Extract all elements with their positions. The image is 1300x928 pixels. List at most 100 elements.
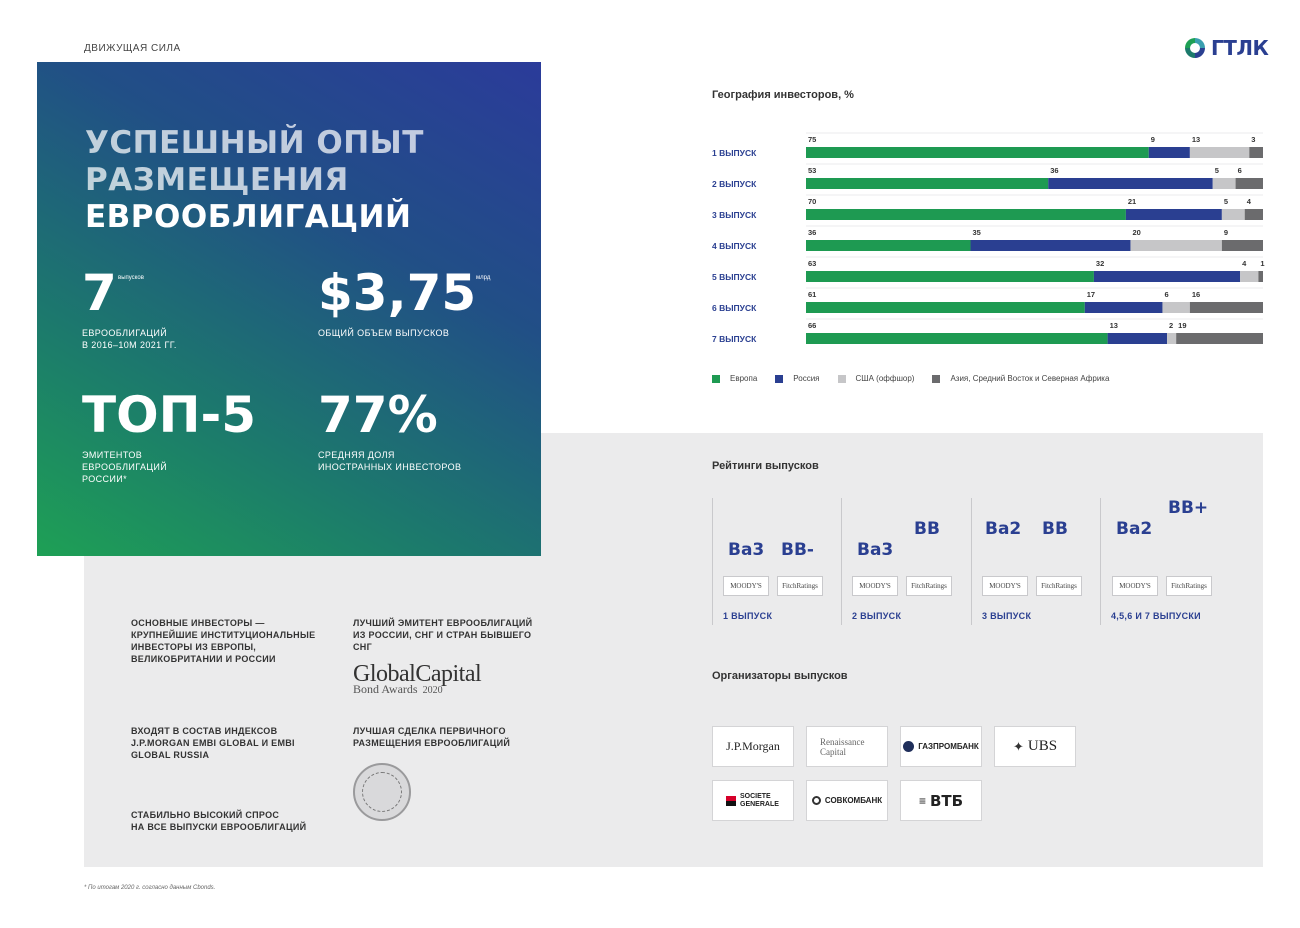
stat-desc-line: СРЕДНЯЯ ДОЛЯ: [318, 450, 395, 460]
hero-title-line2: РАЗМЕЩЕНИЯ: [85, 162, 349, 198]
stat-desc: ЕВРООБЛИГАЦИЙ В 2016–10М 2021 ГГ.: [82, 327, 177, 351]
organizer-name: SOCIETE GENERALE: [740, 792, 779, 808]
moodys-logo: MOODY'S: [852, 576, 898, 596]
award-sub: Bond Awards 2020: [353, 683, 481, 697]
bullet-line: ЛУЧШАЯ СДЕЛКА ПЕРВИЧНОГО: [353, 726, 506, 736]
company-logo[interactable]: ГТЛК: [1183, 36, 1269, 60]
stat-desc-line: В 2016–10М 2021 ГГ.: [82, 340, 177, 350]
bar-segment: [806, 178, 1049, 189]
legend-item: Европа: [712, 374, 757, 383]
data-label: 63: [808, 259, 816, 268]
bullet-line: ИНВЕСТОРЫ ИЗ ЕВРОПЫ,: [131, 642, 257, 652]
fitch-logo: FitchRatings: [1036, 576, 1082, 596]
bar-segment: [1167, 333, 1177, 344]
organizer-name: UBS: [1027, 738, 1058, 754]
organizer-name: J.P.Morgan: [726, 739, 780, 753]
organizer-name: ВТБ: [929, 791, 964, 810]
data-label: 21: [1128, 197, 1136, 206]
organizer-name: ГАЗПРОМБАНК: [918, 742, 979, 751]
bar-segment: [1176, 333, 1263, 344]
fitch-rating: BB: [914, 519, 940, 539]
organizer-ubs[interactable]: ✦ UBS: [994, 726, 1076, 767]
legend-swatch: [712, 374, 720, 383]
rating-label: 1 ВЫПУСК: [723, 611, 773, 621]
bullet-line: КРУПНЕЙШИЕ ИНСТИТУЦИОНАЛЬНЫЕ: [131, 630, 316, 640]
bar-segment: [1162, 302, 1190, 313]
bullet-indexes: ВХОДЯТ В СОСТАВ ИНДЕКСОВ J.P.MORGAN EMBI…: [131, 725, 295, 761]
moodys-logo: MOODY'S: [723, 576, 769, 596]
data-label: 3: [1251, 135, 1255, 144]
hero-panel: УСПЕШНЫЙ ОПЫТ РАЗМЕЩЕНИЯ ЕВРООБЛИГАЦИЙ 7…: [37, 62, 541, 556]
moodys-logo: MOODY'S: [982, 576, 1028, 596]
data-label: 35: [973, 228, 981, 237]
organizer-gazprombank[interactable]: ГАЗПРОМБАНК: [900, 726, 982, 767]
stat-desc: СРЕДНЯЯ ДОЛЯ ИНОСТРАННЫХ ИНВЕСТОРОВ: [318, 449, 461, 473]
data-label: 13: [1192, 135, 1200, 144]
moodys-rating: Ba3: [728, 540, 765, 560]
bar-segment: [1107, 333, 1168, 344]
stat-desc-line: ЕВРООБЛИГАЦИЙ: [82, 328, 168, 338]
bar-segment: [806, 333, 1108, 344]
organizer-renaissance[interactable]: Renaissance Capital: [806, 726, 888, 767]
bullet-investors: ОСНОВНЫЕ ИНВЕСТОРЫ — КРУПНЕЙШИЕ ИНСТИТУЦ…: [131, 617, 315, 665]
bullet-demand: СТАБИЛЬНО ВЫСОКИЙ СПРОС НА ВСЕ ВЫПУСКИ Е…: [131, 809, 306, 833]
stat-top5: ТОП-5 ЭМИТЕНТОВ ЕВРООБЛИГАЦИЙ РОССИИ*: [82, 389, 256, 485]
bar-segment: [1048, 178, 1213, 189]
organizers-title: Организаторы выпусков: [712, 670, 848, 682]
data-label: 75: [808, 135, 816, 144]
legend-item: Россия: [775, 374, 820, 383]
ratings-title: Рейтинги выпусков: [712, 460, 819, 472]
rating-group: Ba2 BB+ MOODY'S FitchRatings 4,5,6 И 7 В…: [1100, 498, 1230, 625]
moodys-rating: Ba2: [1116, 519, 1153, 539]
legend-swatch: [775, 374, 784, 383]
hero-title-line1: УСПЕШНЫЙ ОПЫТ: [85, 125, 424, 161]
bullet-line: ЛУЧШИЙ ЭМИТЕНТ ЕВРООБЛИГАЦИЙ: [353, 618, 533, 628]
rating-group: Ba3 BB- MOODY'S FitchRatings 1 ВЫПУСК: [712, 498, 840, 625]
organizer-sovcombank[interactable]: СОВКОМБАНК: [806, 780, 888, 821]
sovcombank-icon: [811, 796, 821, 805]
stat-desc-line: ЕВРООБЛИГАЦИЙ: [82, 462, 168, 472]
bar-segment: [1130, 240, 1222, 251]
bar-segment: [806, 271, 1094, 282]
organizer-vtb[interactable]: ≡ ВТБ: [900, 780, 982, 821]
bar-segment: [1240, 271, 1259, 282]
bullet-line: J.P.MORGAN EMBI GLOBAL И EMBI: [131, 738, 295, 748]
bullet-best-issuer: ЛУЧШИЙ ЭМИТЕНТ ЕВРООБЛИГАЦИЙ ИЗ РОССИИ, …: [353, 617, 532, 653]
organizer-societe-generale[interactable]: SOCIETE GENERALE: [712, 780, 794, 821]
ubs-keys-icon: ✦: [1012, 738, 1024, 754]
bar-segment: [1235, 178, 1263, 189]
bullet-line: СТАБИЛЬНО ВЫСОКИЙ СПРОС: [131, 810, 280, 820]
legend-item: Азия, Средний Восток и Северная Африка: [932, 374, 1109, 383]
logo-text: ГТЛК: [1211, 36, 1269, 60]
bar-segment: [1093, 271, 1241, 282]
legend-label: США (оффшор): [855, 374, 915, 383]
bar-segment: [1221, 240, 1263, 251]
moodys-rating: Ba2: [985, 519, 1022, 539]
data-label: 6: [1164, 290, 1168, 299]
data-label: 5: [1224, 197, 1228, 206]
organizer-jpmorgan[interactable]: J.P.Morgan: [712, 726, 794, 767]
fitch-logo: FitchRatings: [1166, 576, 1212, 596]
chart-legend: Европа Россия США (оффшор) Азия, Средний…: [712, 374, 1109, 383]
stat-desc-line: ИНОСТРАННЫХ ИНВЕСТОРОВ: [318, 462, 462, 472]
stat-volume: $3,75 млрд ОБЩИЙ ОБЪЕМ ВЫПУСКОВ: [318, 267, 490, 339]
rating-label: 2 ВЫПУСК: [852, 611, 902, 621]
bar-segment: [806, 209, 1126, 220]
bar-segment: [1249, 147, 1263, 158]
bar-segment: [806, 240, 971, 251]
bar-segment: [1221, 209, 1245, 220]
stat-desc-line: ОБЩИЙ ОБЪЕМ ВЫПУСКОВ: [318, 328, 450, 338]
data-label: 1: [1260, 259, 1264, 268]
vtb-stripes-icon: ≡: [918, 793, 926, 808]
data-label: 2: [1169, 321, 1173, 330]
data-label: 5: [1215, 166, 1219, 175]
bullet-line: РАЗМЕЩЕНИЯ ЕВРООБЛИГАЦИЙ: [353, 738, 511, 748]
data-label: 19: [1178, 321, 1186, 330]
societe-generale-icon: [726, 795, 736, 806]
data-label: 16: [1192, 290, 1200, 299]
legend-label: Россия: [793, 374, 820, 383]
chart-title: География инвесторов, %: [712, 89, 854, 101]
bar-segment: [806, 147, 1149, 158]
category-label: 6 ВЫПУСК: [712, 303, 757, 313]
